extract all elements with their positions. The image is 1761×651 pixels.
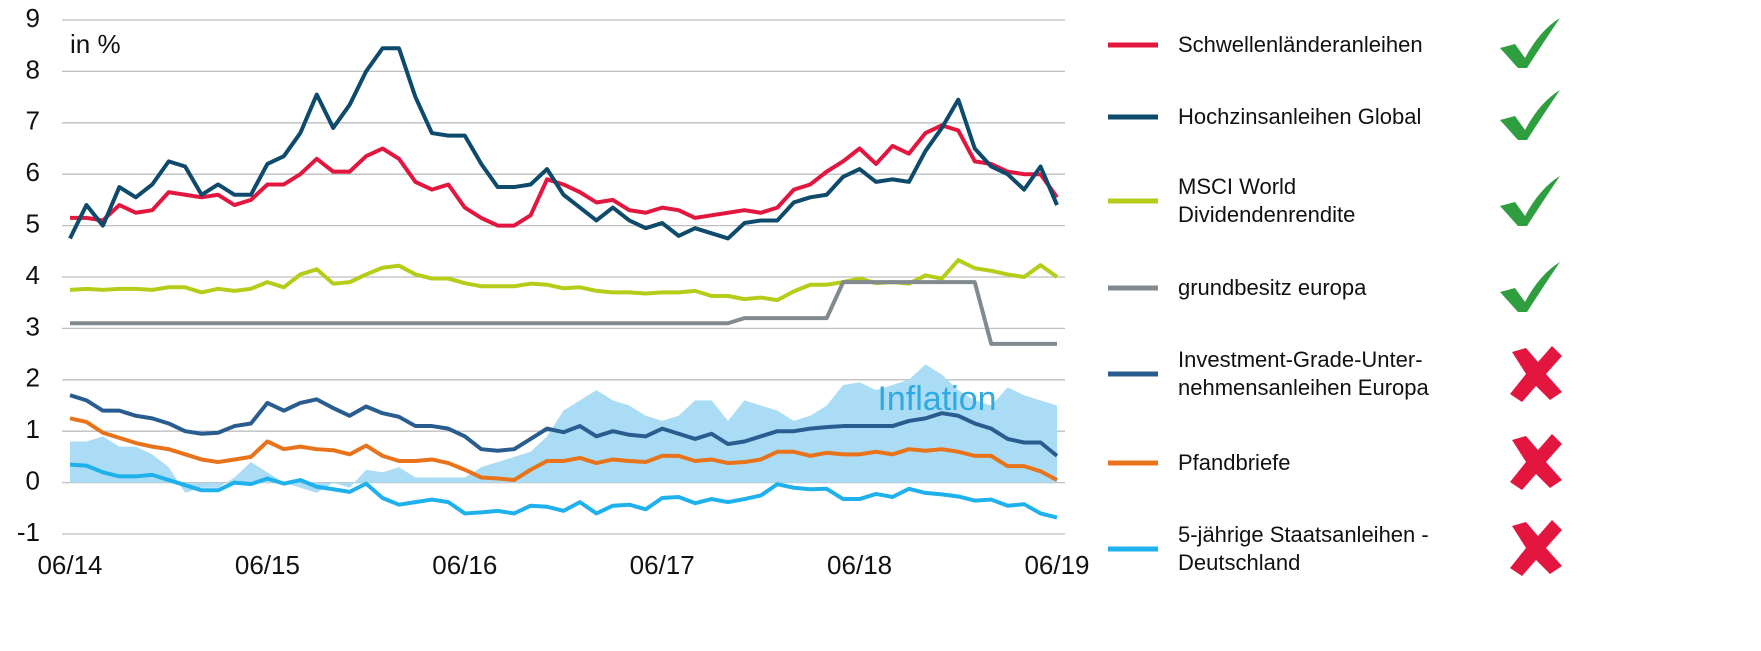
legend-label: grundbesitz europa [1178, 275, 1367, 300]
series-line [70, 123, 1059, 228]
legend-label: MSCI World Dividendenrendite [1178, 174, 1356, 227]
x-tick-label: 06/15 [235, 550, 300, 580]
series-line [69, 393, 1059, 458]
check-icon [1500, 262, 1560, 312]
y-tick-label: 6 [26, 157, 40, 187]
cross-icon [1510, 520, 1562, 576]
x-tick-label: 06/17 [630, 550, 695, 580]
legend-label: 5-jährige Staatsanleihen - Deutschland [1178, 522, 1429, 575]
y-tick-label: 5 [26, 208, 40, 238]
series-line [69, 416, 1058, 483]
inflation-label: Inflation [877, 380, 996, 418]
y-tick-label: 0 [26, 465, 40, 495]
x-tick-label: 06/16 [432, 550, 497, 580]
legend-label: Investment-Grade-Unter- nehmensanleihen … [1178, 347, 1429, 400]
y-tick-label: 7 [26, 106, 40, 136]
series-line [70, 280, 1057, 346]
x-tick-label: 06/14 [37, 550, 102, 580]
legend-label: Schwellenländeranleihen [1178, 32, 1423, 57]
legend-label: Hochzinsanleihen Global [1178, 104, 1422, 129]
cross-icon [1510, 346, 1562, 402]
y-tick-label: 8 [26, 54, 40, 84]
y-tick-label: 9 [26, 3, 40, 33]
unit-annotation: in % [70, 29, 121, 59]
y-tick-label: -1 [17, 517, 40, 547]
y-tick-label: 2 [26, 363, 40, 393]
status-icons [1500, 18, 1562, 576]
inflation-area [70, 364, 1057, 493]
y-tick-label: 3 [26, 311, 40, 341]
series-line [69, 258, 1059, 303]
check-icon [1500, 90, 1560, 140]
legend-label: Pfandbriefe [1178, 450, 1291, 475]
x-tick-label: 06/19 [1024, 550, 1089, 580]
y-tick-label: 1 [26, 414, 40, 444]
cross-icon [1510, 434, 1562, 490]
check-icon [1500, 18, 1560, 68]
series-line [69, 462, 1058, 520]
check-icon [1500, 176, 1560, 226]
x-tick-label: 06/18 [827, 550, 892, 580]
series-line [68, 46, 1059, 241]
y-tick-label: 4 [26, 260, 40, 290]
